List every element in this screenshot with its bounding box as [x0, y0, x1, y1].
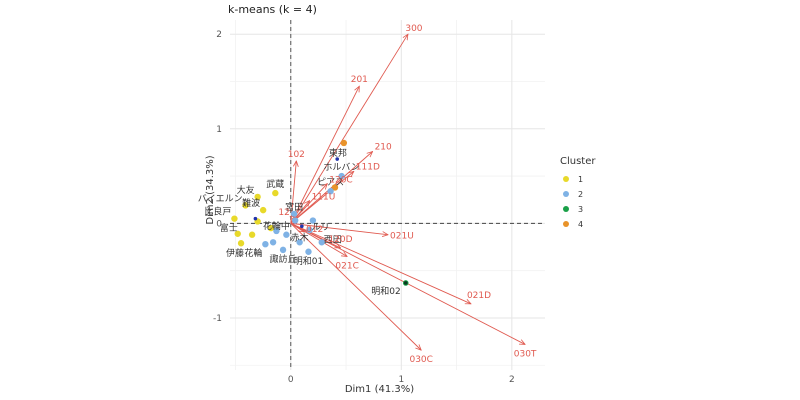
- cluster-centroid: [300, 224, 304, 229]
- cluster-centroid: [403, 281, 408, 285]
- individual-label-大友: 大友: [237, 184, 255, 196]
- individual-label-明和02: 明和02: [371, 286, 400, 297]
- individual-point-花輪: [262, 240, 269, 248]
- individual-point-ホルバン: [338, 172, 345, 180]
- individual-label-富士: 富士: [220, 222, 238, 234]
- variable-label-111U: 111U: [312, 193, 336, 203]
- individual-label-赤木: 赤木: [291, 231, 309, 243]
- y-tick-label: 1: [216, 125, 222, 135]
- individual-label-武蔵: 武蔵: [266, 178, 284, 190]
- legend-title: Cluster: [560, 156, 596, 167]
- variable-arrow-030C: [290, 223, 421, 350]
- variable-label-120D: 120D: [328, 235, 352, 245]
- individual-label-宮田: 宮田: [285, 201, 303, 213]
- individual-point-武蔵: [272, 189, 279, 197]
- variable-label-021U: 021U: [390, 232, 414, 242]
- variable-label-12_: 12_: [278, 208, 294, 218]
- y-tick-label: -1: [213, 314, 222, 324]
- variable-label-012: 012: [306, 225, 323, 235]
- individual-point-明和01: [305, 248, 312, 255]
- individual-point: [292, 217, 299, 224]
- variable-label-111D: 111D: [356, 162, 380, 172]
- individual-point: [267, 224, 275, 232]
- variable-arrow-021U: [290, 222, 388, 234]
- variable-arrow-111D: [290, 171, 354, 224]
- individual-point-諏訪丘: [279, 246, 287, 254]
- individual-point: [283, 231, 290, 238]
- variable-label-300: 300: [405, 24, 422, 34]
- legend-label-3: 3: [578, 205, 583, 214]
- x-tick-label: 1: [398, 375, 404, 385]
- variable-label-201: 201: [351, 75, 368, 85]
- variable-arrow-021D: [290, 222, 471, 305]
- y-tick-label: 2: [216, 30, 222, 40]
- individual-point-東邦: [340, 139, 348, 147]
- individual-point-花輪中: [273, 227, 280, 235]
- individual-point-ルリ: [306, 226, 313, 234]
- individual-label-伊藤: 伊藤: [226, 247, 244, 259]
- cluster-centroid: [253, 216, 258, 221]
- variable-label-102: 102: [288, 150, 305, 160]
- y-axis-title: Dim2 (34.3%): [205, 155, 216, 224]
- individual-label-東邦: 東邦: [329, 147, 347, 159]
- individual-label-ルリ: ルリ: [312, 223, 330, 233]
- variable-arrow-012: [290, 222, 304, 232]
- individual-point-西田: [318, 239, 325, 246]
- y-tick-label: 0: [216, 219, 222, 229]
- individual-point-難波: [259, 206, 267, 214]
- variable-label-120C: 120C: [329, 176, 352, 186]
- legend-label-4: 4: [578, 220, 583, 229]
- individual-point-赤木: [296, 239, 303, 246]
- variable-label-021C: 021C: [335, 261, 358, 271]
- individual-label-ピアス: ピアス: [317, 177, 344, 188]
- individual-point-比良戸: [231, 215, 238, 222]
- individual-point: [269, 239, 277, 246]
- x-tick-label: 2: [509, 375, 515, 385]
- x-axis-title: Dim1 (41.3%): [345, 384, 414, 395]
- individual-label-花輪中: 花輪中: [263, 220, 290, 232]
- individual-label-ホルバン: ホルバン: [323, 162, 359, 173]
- individual-point: [309, 217, 317, 224]
- individual-point-富士: [234, 230, 241, 237]
- plot-area: [230, 20, 545, 370]
- individual-point-大友: [254, 193, 261, 201]
- variable-arrow-201: [290, 86, 360, 224]
- legend-swatch-4: [563, 221, 569, 227]
- legend-label-2: 2: [578, 190, 583, 199]
- legend-swatch-3: [563, 206, 569, 212]
- individual-label-比良戸: 比良戸: [204, 206, 231, 218]
- legend-swatch-2: [563, 191, 569, 197]
- individual-point-バイエルン: [242, 202, 249, 209]
- variable-label-021D: 021D: [467, 291, 491, 301]
- individual-point-伊藤: [237, 240, 245, 247]
- individual-label-明和01: 明和01: [294, 256, 323, 267]
- individual-label-諏訪丘: 諏訪丘: [270, 253, 297, 265]
- variable-label-030T: 030T: [514, 349, 537, 359]
- individual-point-ピアス: [327, 188, 334, 195]
- legend-swatch-1: [563, 176, 569, 182]
- individual-label-難波: 難波: [242, 197, 260, 209]
- individual-point: [248, 231, 256, 238]
- variable-label-030C: 030C: [409, 355, 432, 365]
- individual-point-宮田: [290, 210, 298, 218]
- individual-label-西田: 西田: [324, 234, 342, 245]
- chart-title: k-means (k = 4): [228, 3, 317, 16]
- legend-label-1: 1: [578, 175, 583, 184]
- individual-label-バイエルン: バイエルン: [198, 193, 243, 204]
- variable-arrow-300: [290, 34, 408, 224]
- individual-point: [331, 184, 339, 191]
- individual-label-花輪: 花輪: [244, 247, 262, 259]
- variable-arrow-210: [290, 151, 373, 224]
- x-tick-label: 0: [288, 375, 294, 385]
- variable-label-210: 210: [375, 142, 392, 152]
- cluster-centroid: [335, 157, 340, 161]
